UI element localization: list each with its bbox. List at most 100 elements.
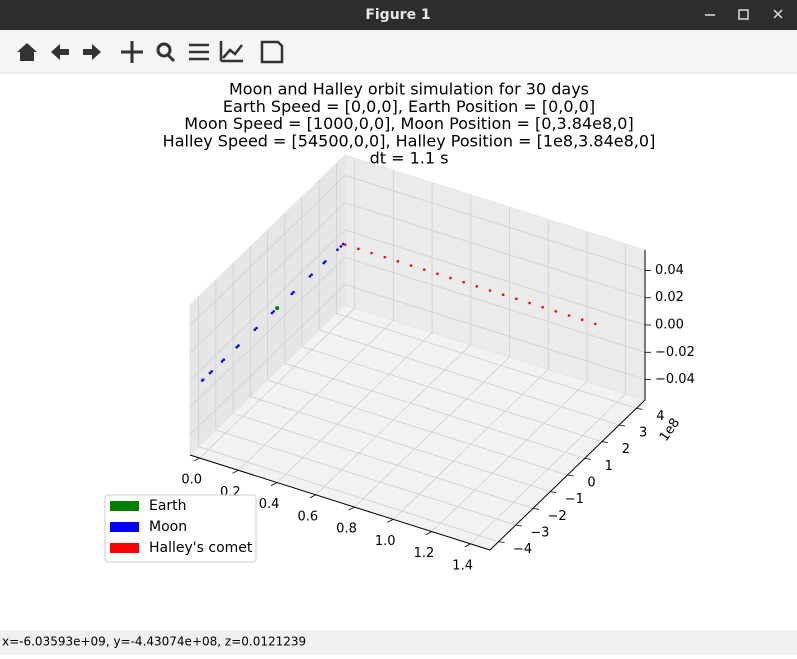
point <box>462 280 465 284</box>
point <box>449 276 452 280</box>
window-controls[interactable] <box>705 9 783 20</box>
point <box>336 248 339 252</box>
zoom-button[interactable] <box>156 42 176 63</box>
y-tick-label: 4 <box>656 409 664 424</box>
point <box>275 306 280 311</box>
y-tick-label: 3 <box>639 426 647 441</box>
grid-line <box>336 312 637 409</box>
configure-button[interactable] <box>189 43 209 61</box>
x-axis <box>189 454 491 551</box>
tick-mark <box>270 482 278 486</box>
axes-button[interactable] <box>219 41 243 63</box>
y-axis <box>489 399 646 551</box>
forward-button[interactable] <box>83 44 101 60</box>
x-tick-label: 0.8 <box>336 522 357 537</box>
tick-mark <box>515 524 522 527</box>
point <box>422 268 426 271</box>
grid-line <box>232 412 534 509</box>
y-tick-label: −4 <box>513 542 532 557</box>
z-tick-label: 0.00 <box>655 318 684 333</box>
grid-line <box>189 229 346 381</box>
tick-mark <box>387 518 394 523</box>
point <box>255 326 258 330</box>
point <box>488 289 492 292</box>
grid-line <box>344 175 646 271</box>
save-button[interactable] <box>260 40 284 64</box>
point <box>515 297 518 301</box>
back-button[interactable] <box>51 44 69 60</box>
toolbar-icons[interactable] <box>17 40 284 64</box>
grid-line <box>301 346 603 443</box>
grid-line <box>189 284 346 435</box>
point <box>541 305 544 309</box>
maximize[interactable] <box>738 9 749 20</box>
title-line: Moon and Halley orbit simulation for 30 … <box>229 80 589 99</box>
grid-line <box>344 202 646 299</box>
point <box>292 290 295 294</box>
tick-mark <box>498 541 505 544</box>
point <box>554 310 558 313</box>
z-tick-label: −0.02 <box>655 345 695 360</box>
tick-mark <box>619 424 626 427</box>
point <box>210 370 214 373</box>
toolbar <box>0 30 797 73</box>
tick-mark <box>309 494 316 499</box>
x-tick-label: 1.2 <box>414 546 435 561</box>
point <box>567 314 571 317</box>
point <box>200 379 204 382</box>
plot: 0.00.20.40.60.81.01.21.4−4−3−2−101234−0.… <box>104 153 695 573</box>
point <box>290 292 294 296</box>
point <box>272 310 276 313</box>
y-tick-label: 0 <box>587 476 595 491</box>
point <box>324 260 327 263</box>
tick-mark <box>193 457 200 462</box>
x-tick-label: 1.0 <box>375 534 396 549</box>
tick-mark <box>532 507 540 510</box>
tick-mark <box>464 543 471 548</box>
close[interactable] <box>773 9 783 19</box>
point <box>237 344 240 347</box>
legend-label: Earth <box>149 498 187 514</box>
x-tick-label: 0.0 <box>181 473 202 488</box>
home-button[interactable] <box>17 43 37 61</box>
y-tick-label: −2 <box>547 509 566 524</box>
point <box>594 322 597 326</box>
grid-line <box>319 329 620 426</box>
y-tick-label: 1 <box>605 459 613 474</box>
pan-button[interactable] <box>121 41 143 63</box>
point <box>222 358 226 362</box>
z-tick-label: 0.02 <box>655 290 684 305</box>
point <box>528 301 531 305</box>
point <box>235 345 239 349</box>
title-bar <box>0 0 797 30</box>
y-tick-label: −1 <box>565 492 584 507</box>
grid-line <box>284 362 585 459</box>
grid-line <box>198 446 499 543</box>
grid-line <box>215 429 516 526</box>
tick-mark <box>567 474 574 477</box>
tick-mark <box>584 457 591 460</box>
point <box>396 260 400 263</box>
tick-mark <box>601 441 609 444</box>
legend-label: Halley's comet <box>149 540 253 556</box>
status-bar <box>0 630 797 655</box>
grid-line <box>344 229 646 326</box>
tick-mark <box>636 407 643 410</box>
point <box>270 311 274 315</box>
tick-mark <box>425 531 433 535</box>
point <box>220 360 224 363</box>
legend-swatch <box>110 543 139 553</box>
point <box>580 318 584 321</box>
window-title: Figure 1 <box>365 7 430 23</box>
legend-swatch <box>110 501 139 511</box>
point <box>343 243 347 246</box>
z-tick-label: 0.04 <box>655 263 684 278</box>
x-tick-label: 0.4 <box>259 497 280 512</box>
grid-line <box>267 379 568 476</box>
status-text: x=-6.03593e+09, y=-4.43074e+08, z=0.0121… <box>2 635 306 649</box>
point <box>409 264 413 267</box>
point <box>322 261 325 265</box>
point <box>253 328 257 332</box>
